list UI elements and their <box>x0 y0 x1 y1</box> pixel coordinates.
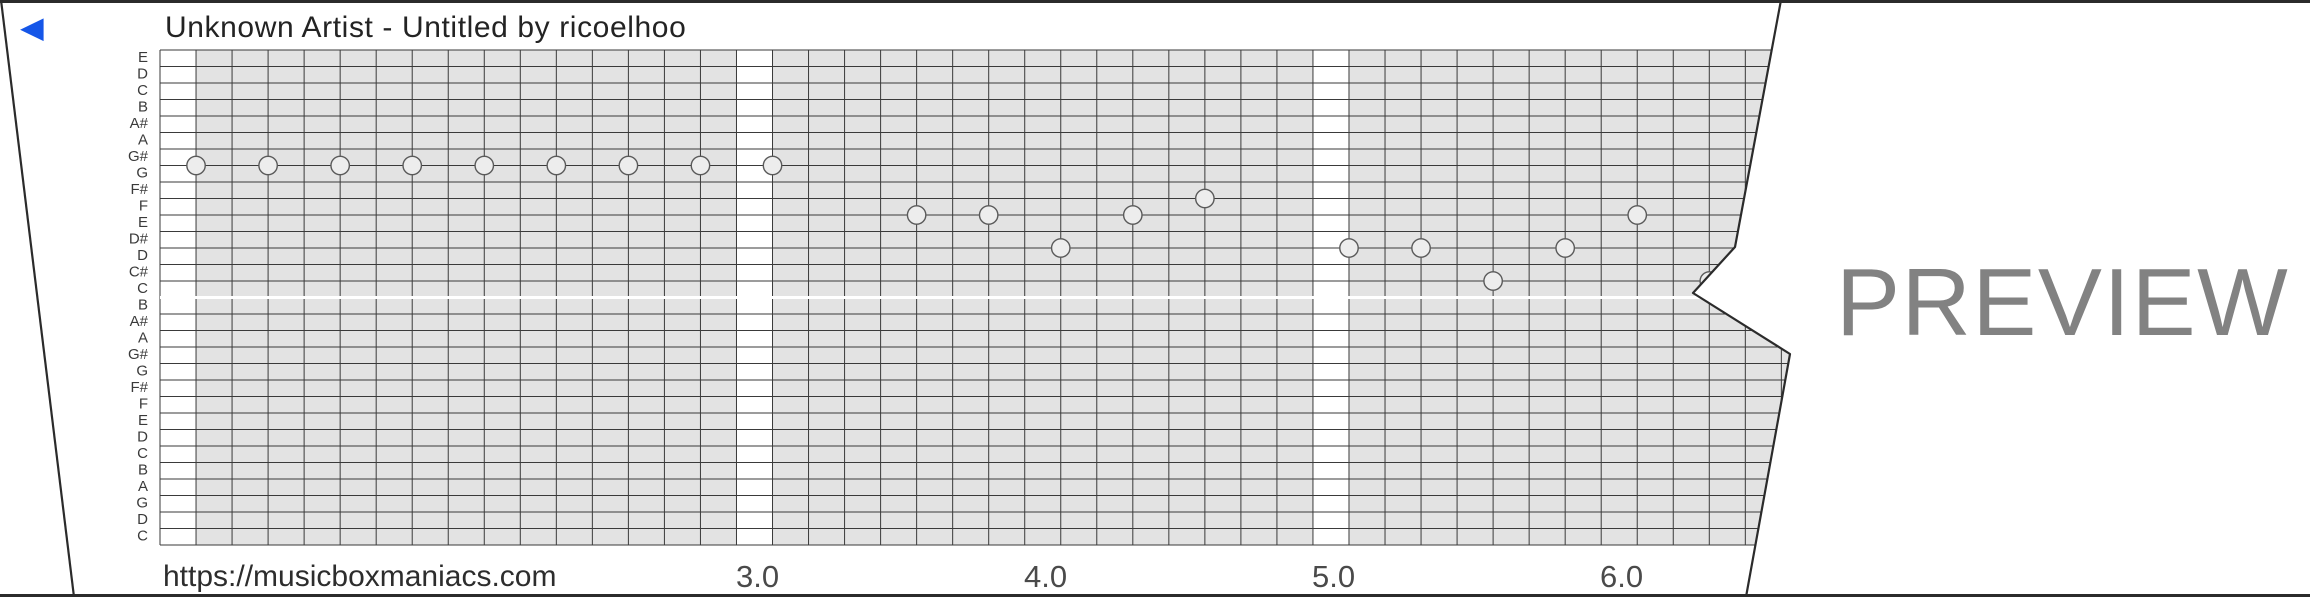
svg-text:4.0: 4.0 <box>1024 559 1067 594</box>
svg-text:C: C <box>137 528 148 545</box>
svg-text:G: G <box>136 363 148 380</box>
svg-text:G: G <box>136 165 148 182</box>
svg-text:Unknown Artist - Untitled by r: Unknown Artist - Untitled by ricoelhoo <box>165 11 686 44</box>
svg-text:F: F <box>139 396 148 413</box>
svg-text:3.0: 3.0 <box>736 559 779 594</box>
svg-text:E: E <box>138 214 148 231</box>
svg-text:E: E <box>138 49 148 66</box>
svg-text:A: A <box>138 478 148 495</box>
svg-text:D: D <box>137 429 148 446</box>
svg-text:A#: A# <box>130 115 149 132</box>
svg-text:https://musicboxmaniacs.com: https://musicboxmaniacs.com <box>163 560 556 593</box>
svg-text:C: C <box>137 280 148 297</box>
svg-text:D: D <box>137 511 148 528</box>
svg-text:A: A <box>138 132 148 149</box>
svg-text:6.0: 6.0 <box>1600 559 1643 594</box>
svg-text:G: G <box>136 495 148 512</box>
svg-text:G#: G# <box>128 148 149 165</box>
svg-text:G#: G# <box>128 346 149 363</box>
svg-text:F#: F# <box>130 379 148 396</box>
svg-text:B: B <box>138 99 148 116</box>
svg-text:C: C <box>137 445 148 462</box>
svg-text:A: A <box>138 330 148 347</box>
svg-text:PREVIEW: PREVIEW <box>1836 249 2289 356</box>
svg-text:C#: C# <box>129 264 149 281</box>
svg-text:D: D <box>137 247 148 264</box>
svg-text:5.0: 5.0 <box>1312 559 1355 594</box>
svg-text:A#: A# <box>130 313 149 330</box>
svg-text:D: D <box>137 66 148 83</box>
svg-text:B: B <box>138 297 148 314</box>
svg-text:B: B <box>138 462 148 479</box>
svg-text:D#: D# <box>129 231 149 248</box>
svg-text:F: F <box>139 198 148 215</box>
svg-text:E: E <box>138 412 148 429</box>
svg-text:C: C <box>137 82 148 99</box>
svg-text:F#: F# <box>130 181 148 198</box>
